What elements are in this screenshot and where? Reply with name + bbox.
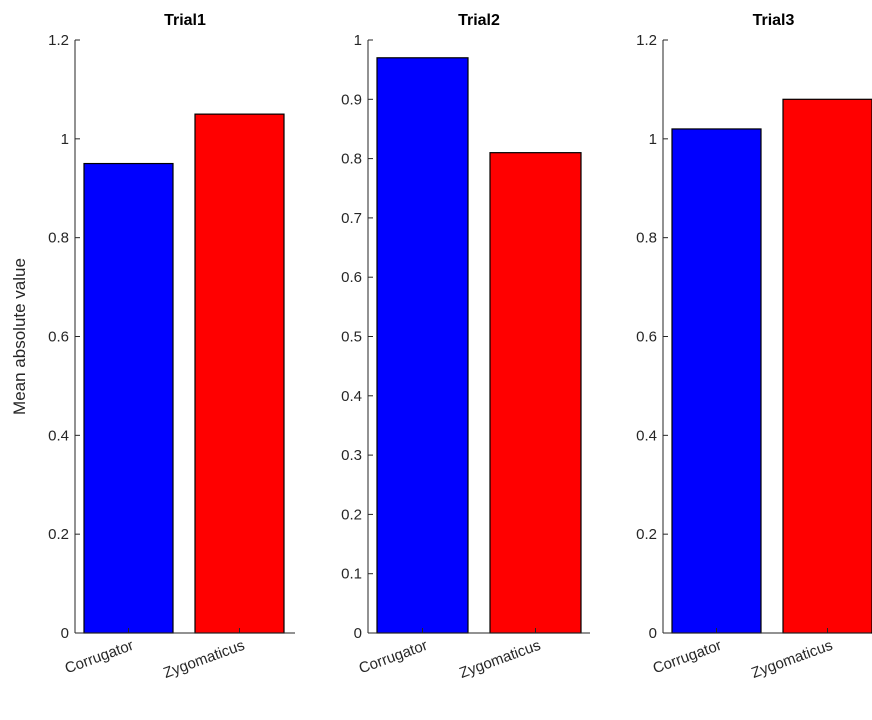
- y-tick-label: 0.6: [341, 269, 362, 286]
- x-tick-label-zygomaticus: Zygomaticus: [457, 637, 543, 682]
- y-tick-label: 0.5: [341, 329, 362, 346]
- y-tick-label: 0.2: [341, 506, 362, 523]
- y-tick-label: 0.7: [341, 210, 362, 227]
- bar-corrugator: [376, 57, 469, 634]
- y-tick-label: 0: [61, 625, 69, 642]
- x-tick-label-corrugator: Corrugator: [651, 637, 724, 677]
- y-tick-label: 0.9: [341, 91, 362, 108]
- bar-corrugator: [671, 128, 762, 634]
- panel-trial1: 0 0.2 0.4 0.6 0.8 1 1.2 Corrugator Zygomaticus Tr…: [10, 12, 295, 682]
- panel-trial3: 0 0.2 0.4 0.6 0.8 1 1.2 Corrugator Zygomaticus Tr…: [636, 12, 872, 682]
- x-tick-label-corrugator: Corrugator: [63, 637, 136, 677]
- y-tick-label: 0: [649, 625, 657, 642]
- y-tick-label: 0.8: [636, 230, 657, 247]
- x-tick-label-corrugator: Corrugator: [357, 637, 430, 677]
- y-tick-label: 0.4: [636, 427, 657, 444]
- panel-title: Trial3: [753, 12, 795, 29]
- y-tick-label: 0.6: [48, 329, 69, 346]
- panel-title: Trial2: [458, 12, 500, 29]
- y-tick-label: 1: [61, 131, 69, 148]
- y-tick-label: 0.8: [48, 230, 69, 247]
- y-tick-label: 0.2: [48, 526, 69, 543]
- y-tick-label: 0.8: [341, 151, 362, 168]
- y-tick-label: 0.4: [48, 427, 69, 444]
- x-tick-label-zygomaticus: Zygomaticus: [749, 637, 835, 682]
- y-tick-label: 0.6: [636, 329, 657, 346]
- x-tick-label-zygomaticus: Zygomaticus: [161, 637, 247, 682]
- bar-zygomaticus: [782, 98, 872, 634]
- bar-zygomaticus: [194, 113, 285, 634]
- bar-corrugator: [83, 162, 174, 634]
- y-tick-label: 1.2: [48, 32, 69, 49]
- y-tick-label: 0: [354, 625, 362, 642]
- y-tick-label: 0.1: [341, 566, 362, 583]
- y-tick-label: 0.3: [341, 447, 362, 464]
- y-tick-label: 0.4: [341, 388, 362, 405]
- y-tick-label: 1: [354, 32, 362, 49]
- y-axis-title: Mean absolute value: [10, 258, 29, 415]
- panel-title: Trial1: [164, 12, 206, 29]
- y-tick-label: 1.2: [636, 32, 657, 49]
- bar-zygomaticus: [489, 152, 582, 634]
- y-tick-label: 1: [649, 131, 657, 148]
- y-tick-label: 0.2: [636, 526, 657, 543]
- panel-trial2: 0 0.1 0.2 0.3 0.4 0.5 0.6 0.7 0.8 0.9 1 Corrugator Z…: [341, 12, 590, 682]
